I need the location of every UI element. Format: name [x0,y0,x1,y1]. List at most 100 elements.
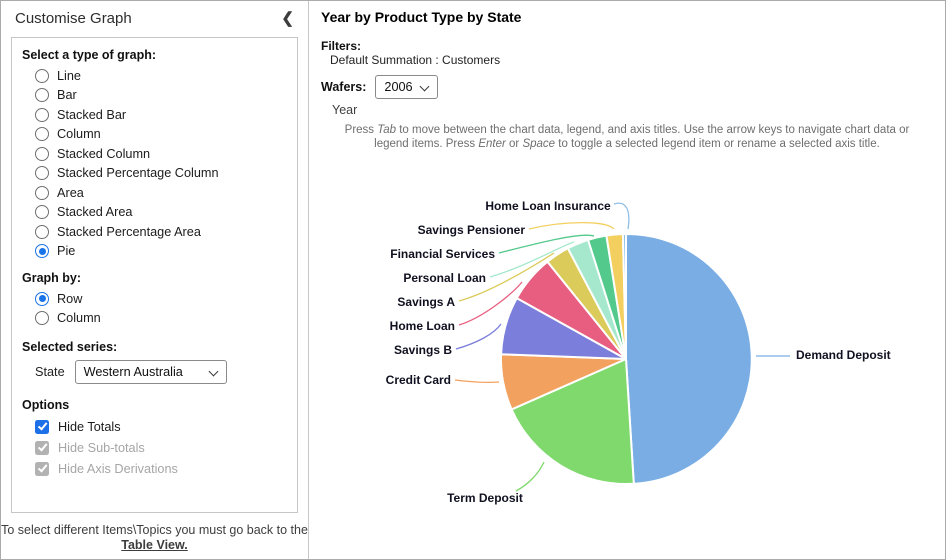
option-label: Stacked Column [57,146,151,161]
leader-line-savings-a [458,252,555,302]
filters-heading: Filters: [321,39,362,53]
checkbox-checked-disabled-icon [35,440,49,455]
radio-icon[interactable] [35,68,49,83]
graph-by-option-row[interactable]: Row [22,289,287,309]
graph-type-option-stacked-column[interactable]: Stacked Column [22,144,287,164]
wafer-axis-label: Year [332,103,358,117]
radio-icon[interactable] [35,166,49,181]
option-label: Line [57,68,81,83]
pie-label-home-loan-insurance[interactable]: Home Loan Insurance [485,199,611,213]
state-field-label: State [35,365,65,379]
pie-label-home-loan[interactable]: Home Loan [390,319,455,333]
help-keyword: Space [522,137,556,150]
pie-label-credit-card[interactable]: Credit Card [386,373,451,387]
pie-label-savings-pensioner[interactable]: Savings Pensioner [418,223,526,237]
option-label: Bar [57,88,77,103]
pie-slice-demand-deposit[interactable] [625,232,753,485]
chart-area: Year by Product Type by State Filters: D… [309,1,945,559]
leader-line-financial-services [498,234,595,254]
panel-title: Customise Graph [15,10,132,27]
radio-icon[interactable] [35,224,49,239]
help-text: Press [344,124,378,136]
graph-by-option-column[interactable]: Column [22,309,287,329]
table-view-link[interactable]: Table View. [121,538,188,552]
leader-line-term-deposit [515,461,545,492]
option-label: Stacked Area [57,205,133,220]
footer-text: To select different Items\Topics you mus… [1,523,308,537]
leader-line-personal-loan [489,241,575,278]
pie-slice-term-deposit[interactable] [510,358,635,486]
graph-type-option-bar[interactable]: Bar [22,86,287,106]
option-label: Column [57,311,101,326]
graph-settings-box: Select a type of graph: Line Bar Stacked… [11,37,298,513]
pie-label-savings-a[interactable]: Savings A [397,295,455,309]
customise-graph-panel: Customise Graph ❮ Select a type of graph… [1,1,309,559]
state-select[interactable]: Western Australia [74,360,227,384]
hide-sub-totals-checkbox-row: Hide Sub-totals [22,437,287,458]
graph-type-option-stacked-percentage-column[interactable]: Stacked Percentage Column [22,164,287,184]
option-label: Hide Totals [58,419,121,434]
radio-icon[interactable] [35,205,49,220]
option-label: Row [57,291,83,306]
graph-type-option-stacked-bar[interactable]: Stacked Bar [22,105,287,125]
options-heading: Options [22,398,70,412]
help-text: or [505,137,523,150]
radio-icon[interactable] [35,146,49,161]
selected-series-heading: Selected series: [22,340,118,354]
graph-type-option-area[interactable]: Area [22,183,287,203]
graph-type-option-stacked-area[interactable]: Stacked Area [22,203,287,223]
radio-icon[interactable] [35,107,49,122]
leader-line-home-loan [458,281,523,326]
radio-icon[interactable] [35,127,49,142]
help-keyword: Tab [377,124,397,136]
option-label: Pie [57,244,76,259]
chart-help-text: Press Tab to move between the chart data… [339,124,915,151]
graph-type-option-column[interactable]: Column [22,125,287,145]
leader-line-home-loan-insurance [613,202,630,230]
collapse-panel-icon[interactable]: ❮ [281,10,294,27]
panel-header: Customise Graph ❮ [1,1,308,27]
graph-type-heading: Select a type of graph: [22,48,157,62]
radio-icon[interactable] [35,185,49,200]
pie-label-demand-deposit[interactable]: Demand Deposit [796,348,891,362]
pie-label-term-deposit[interactable]: Term Deposit [447,491,523,505]
option-label: Stacked Percentage Column [57,166,219,181]
graph-type-option-pie[interactable]: Pie [22,242,287,262]
filters-value: Default Summation : Customers [330,53,501,67]
radio-icon[interactable] [35,88,49,103]
option-label: Column [57,127,101,142]
graph-by-heading: Graph by: [22,271,82,285]
hide-totals-checkbox-row[interactable]: Hide Totals [22,416,287,437]
radio-selected-icon[interactable] [35,244,49,259]
leader-line-savings-b [455,323,502,350]
pie-label-financial-services[interactable]: Financial Services [390,247,495,261]
hide-axis-derivations-checkbox-row: Hide Axis Derivations [22,458,287,479]
graph-type-option-stacked-percentage-area[interactable]: Stacked Percentage Area [22,222,287,242]
wafers-label: Wafers: [321,80,367,94]
option-label: Hide Axis Derivations [58,461,178,476]
radio-selected-icon[interactable] [35,291,49,306]
state-select-value: Western Australia [83,365,183,379]
wafers-select-value: 2006 [384,80,413,94]
series-row: State Western Australia [22,360,287,384]
page-title: Year by Product Type by State [321,9,522,25]
leader-line-savings-pensioner [528,221,615,230]
graph-type-option-line[interactable]: Line [22,66,287,86]
pie-label-savings-b[interactable]: Savings B [394,343,452,357]
radio-icon[interactable] [35,311,49,326]
sidebar-footer: To select different Items\Topics you mus… [1,523,308,553]
help-keyword: Enter [478,137,506,150]
option-label: Stacked Percentage Area [57,224,201,239]
checkbox-checked-icon[interactable] [35,419,49,434]
wafers-select[interactable]: 2006 [375,75,438,99]
pie-label-personal-loan[interactable]: Personal Loan [403,271,486,285]
help-text: to toggle a selected legend item or rena… [555,137,880,150]
help-text: to move between the chart data, legend, … [374,124,910,150]
pie-slice-home-loan-insurance[interactable] [621,232,627,360]
option-label: Stacked Bar [57,107,127,122]
option-label: Area [57,185,84,200]
pie-chart[interactable]: Demand Deposit Term Deposit Credit Card Sav… [309,171,945,557]
option-label: Hide Sub-totals [58,440,145,455]
checkbox-checked-disabled-icon [35,461,49,476]
